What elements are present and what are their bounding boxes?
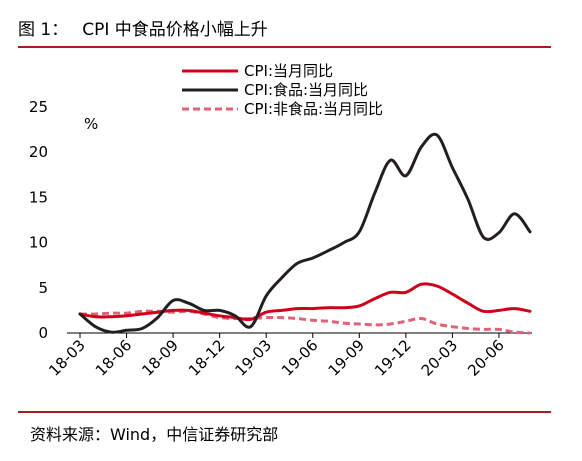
- x-tick-label: 20-06: [464, 336, 508, 380]
- legend-item-nonfood: CPI:非食品:当月同比: [182, 100, 383, 118]
- x-tick-label: 20-03: [418, 336, 462, 380]
- x-tick-label: 18-09: [138, 336, 182, 380]
- x-tick-label: 18-03: [45, 336, 89, 380]
- x-tick-label: 19-12: [371, 336, 415, 380]
- y-tick-label: 20: [29, 143, 48, 161]
- figure-title-text: CPI 中食品价格小幅上升: [82, 20, 268, 40]
- y-unit-label: %: [84, 115, 98, 133]
- y-tick-label: 10: [29, 234, 48, 252]
- source-rule: [18, 411, 551, 413]
- x-tick-label: 19-06: [278, 336, 322, 380]
- series-line-cpi: [78, 282, 532, 322]
- chart-series: [78, 132, 532, 335]
- legend-item-food: CPI:食品:当月同比: [182, 81, 368, 99]
- y-tick-label: 15: [29, 188, 48, 206]
- figure-source: 资料来源：Wind，中信证券研究部: [30, 425, 279, 444]
- y-tick-label: 25: [29, 98, 48, 116]
- series-line-nonfood: [79, 309, 531, 335]
- y-tick-label: 5: [38, 279, 48, 297]
- series-line-food: [78, 132, 532, 334]
- x-tick-label: 18-06: [92, 336, 136, 380]
- legend-label: CPI:非食品:当月同比: [244, 100, 383, 118]
- y-tick-label: 0: [38, 324, 48, 342]
- legend-label: CPI:食品:当月同比: [244, 81, 368, 99]
- x-tick-label: 19-09: [325, 336, 369, 380]
- title-rule: [18, 46, 551, 48]
- legend-label: CPI:当月同比: [244, 62, 333, 80]
- x-tick-label: 19-03: [231, 336, 275, 380]
- x-tick-label: 18-12: [185, 336, 229, 380]
- legend-item-cpi: CPI:当月同比: [182, 62, 333, 80]
- figure-label: 图 1：: [18, 20, 69, 40]
- figure-title: 图 1： CPI 中食品价格小幅上升: [18, 20, 268, 40]
